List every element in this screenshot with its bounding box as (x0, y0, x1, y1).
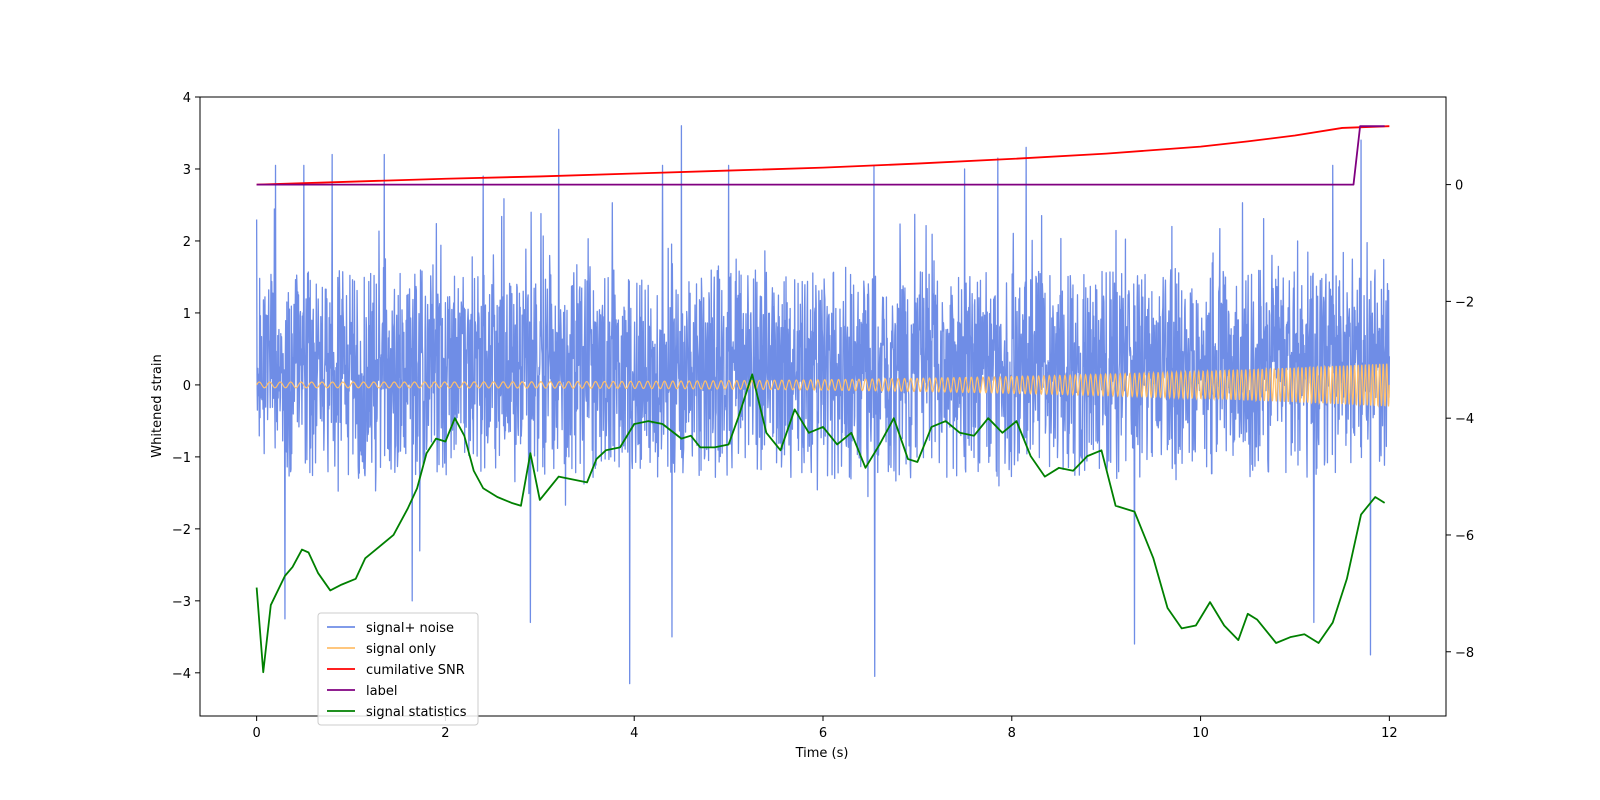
legend: signal+ noise signal only cumilative SNR la… (317, 612, 479, 726)
y-right-tick-label: −4 (1455, 412, 1474, 427)
y-tick-label: −3 (172, 595, 191, 610)
y-tick-label: −1 (172, 451, 191, 466)
legend-label-signal-only: signal only (366, 642, 436, 657)
y-tick-label: 4 (183, 91, 191, 106)
legend-label-cumilative-snr: cumilative SNR (366, 663, 465, 678)
y-tick-label: 2 (183, 235, 191, 250)
y-right-tick-label: −8 (1455, 646, 1474, 661)
x-tick-label: 10 (1192, 726, 1209, 741)
y-tick-label: 3 (183, 163, 191, 178)
y-tick-label: 1 (183, 307, 191, 322)
series-signal-statistics-line (255, 373, 1386, 674)
series-signal-noise-line (255, 125, 1391, 685)
x-tick-label: 2 (441, 726, 449, 741)
y-axis-label: Whitened strain (150, 354, 165, 457)
series-signal-only-line (256, 363, 1390, 408)
legend-label-signal-statistics: signal statistics (366, 705, 467, 720)
x-tick-label: 4 (630, 726, 638, 741)
series-label-line (256, 125, 1385, 186)
legend-label-signal-noise: signal+ noise (366, 621, 454, 636)
legend-box (317, 612, 479, 726)
y-right-tick-label: 0 (1455, 179, 1463, 194)
y-right-tick-label: −2 (1455, 295, 1474, 310)
y-right-tick-label: −6 (1455, 529, 1474, 544)
legend-label-label: label (366, 684, 397, 699)
x-tick-label: 0 (252, 726, 260, 741)
legend-items: signal+ noise signal only cumilative SNR la… (327, 621, 467, 720)
x-axis-label: Time (s) (795, 746, 849, 761)
x-tick-label: 6 (819, 726, 827, 741)
y-tick-label: −4 (172, 667, 191, 682)
x-tick-label: 12 (1381, 726, 1398, 741)
y-tick-label: −2 (172, 523, 191, 538)
series-cumilative-snr-line (256, 125, 1390, 186)
plot-series-layer (255, 125, 1391, 685)
y-tick-label: 0 (183, 379, 191, 394)
x-tick-label: 8 (1008, 726, 1016, 741)
